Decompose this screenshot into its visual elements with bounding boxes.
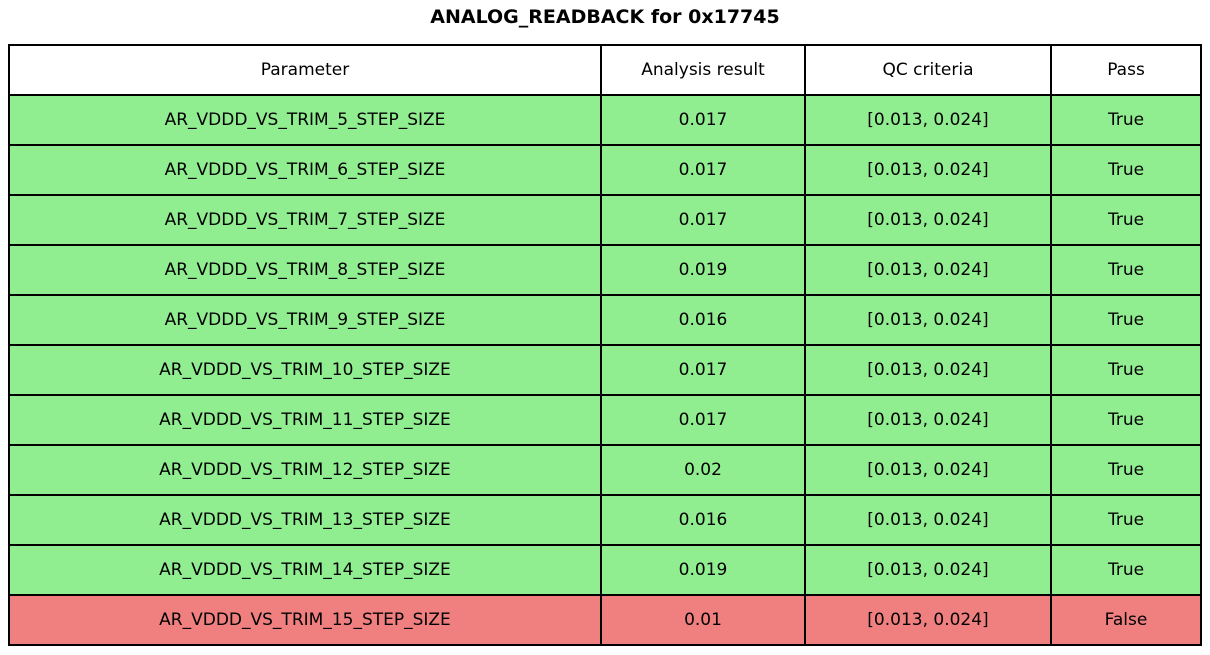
table-row: AR_VDDD_VS_TRIM_5_STEP_SIZE 0.017 [0.013… [8,94,1202,146]
cell-pass: True [1050,394,1202,446]
cell-pass: True [1050,544,1202,596]
table-row: AR_VDDD_VS_TRIM_14_STEP_SIZE 0.019 [0.01… [8,544,1202,596]
cell-result: 0.017 [600,394,806,446]
cell-criteria: [0.013, 0.024] [804,94,1052,146]
cell-parameter: AR_VDDD_VS_TRIM_6_STEP_SIZE [8,144,602,196]
cell-parameter: AR_VDDD_VS_TRIM_13_STEP_SIZE [8,494,602,546]
cell-pass: False [1050,594,1202,646]
cell-criteria: [0.013, 0.024] [804,244,1052,296]
cell-result: 0.02 [600,444,806,496]
cell-pass: True [1050,294,1202,346]
cell-parameter: AR_VDDD_VS_TRIM_14_STEP_SIZE [8,544,602,596]
column-header-analysis-result: Analysis result [600,44,806,96]
cell-parameter: AR_VDDD_VS_TRIM_15_STEP_SIZE [8,594,602,646]
column-header-qc-criteria: QC criteria [804,44,1052,96]
cell-pass: True [1050,494,1202,546]
table-body: AR_VDDD_VS_TRIM_5_STEP_SIZE 0.017 [0.013… [8,94,1202,646]
cell-pass: True [1050,144,1202,196]
table-row: AR_VDDD_VS_TRIM_8_STEP_SIZE 0.019 [0.013… [8,244,1202,296]
cell-result: 0.016 [600,494,806,546]
table-row: AR_VDDD_VS_TRIM_11_STEP_SIZE 0.017 [0.01… [8,394,1202,446]
cell-pass: True [1050,194,1202,246]
table-row: AR_VDDD_VS_TRIM_12_STEP_SIZE 0.02 [0.013… [8,444,1202,496]
cell-result: 0.01 [600,594,806,646]
column-header-pass: Pass [1050,44,1202,96]
cell-pass: True [1050,244,1202,296]
cell-result: 0.019 [600,244,806,296]
table-row: AR_VDDD_VS_TRIM_13_STEP_SIZE 0.016 [0.01… [8,494,1202,546]
cell-parameter: AR_VDDD_VS_TRIM_11_STEP_SIZE [8,394,602,446]
cell-result: 0.017 [600,344,806,396]
cell-pass: True [1050,94,1202,146]
table-row: AR_VDDD_VS_TRIM_9_STEP_SIZE 0.016 [0.013… [8,294,1202,346]
cell-pass: True [1050,344,1202,396]
table-row: AR_VDDD_VS_TRIM_10_STEP_SIZE 0.017 [0.01… [8,344,1202,396]
cell-criteria: [0.013, 0.024] [804,194,1052,246]
cell-result: 0.017 [600,194,806,246]
table-row: AR_VDDD_VS_TRIM_7_STEP_SIZE 0.017 [0.013… [8,194,1202,246]
page-title: ANALOG_READBACK for 0x17745 [430,6,780,28]
cell-parameter: AR_VDDD_VS_TRIM_5_STEP_SIZE [8,94,602,146]
column-header-parameter: Parameter [8,44,602,96]
cell-parameter: AR_VDDD_VS_TRIM_7_STEP_SIZE [8,194,602,246]
cell-criteria: [0.013, 0.024] [804,344,1052,396]
header-row: Parameter Analysis result QC criteria Pa… [8,44,1202,96]
cell-criteria: [0.013, 0.024] [804,144,1052,196]
cell-criteria: [0.013, 0.024] [804,444,1052,496]
cell-parameter: AR_VDDD_VS_TRIM_12_STEP_SIZE [8,444,602,496]
cell-result: 0.017 [600,144,806,196]
cell-result: 0.017 [600,94,806,146]
table-row: AR_VDDD_VS_TRIM_6_STEP_SIZE 0.017 [0.013… [8,144,1202,196]
cell-result: 0.019 [600,544,806,596]
cell-criteria: [0.013, 0.024] [804,494,1052,546]
cell-criteria: [0.013, 0.024] [804,394,1052,446]
cell-criteria: [0.013, 0.024] [804,294,1052,346]
table-row: AR_VDDD_VS_TRIM_15_STEP_SIZE 0.01 [0.013… [8,594,1202,646]
cell-criteria: [0.013, 0.024] [804,544,1052,596]
qc-results-table: Parameter Analysis result QC criteria Pa… [8,44,1202,646]
cell-parameter: AR_VDDD_VS_TRIM_8_STEP_SIZE [8,244,602,296]
cell-pass: True [1050,444,1202,496]
table-header: Parameter Analysis result QC criteria Pa… [8,44,1202,96]
cell-criteria: [0.013, 0.024] [804,594,1052,646]
cell-result: 0.016 [600,294,806,346]
cell-parameter: AR_VDDD_VS_TRIM_10_STEP_SIZE [8,344,602,396]
cell-parameter: AR_VDDD_VS_TRIM_9_STEP_SIZE [8,294,602,346]
